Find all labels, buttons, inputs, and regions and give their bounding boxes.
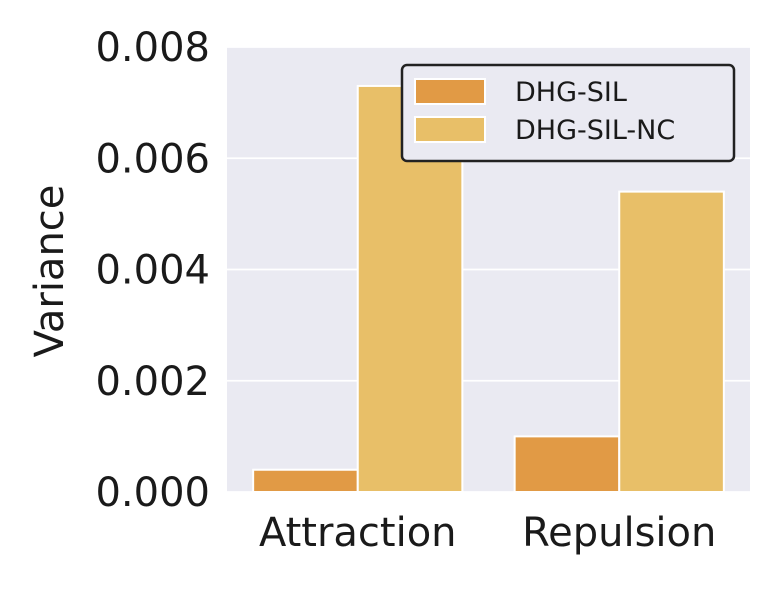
bar-dhg-sil-attraction xyxy=(252,468,359,493)
x-tick-label-repulsion: Repulsion xyxy=(522,510,716,556)
x-axis: Attraction Repulsion xyxy=(259,510,716,556)
y-tick-label-0: 0.000 xyxy=(95,470,210,516)
bar-dhg-sil-repulsion xyxy=(513,435,621,493)
y-axis: 0.000 0.002 0.004 0.006 0.008 xyxy=(95,25,210,516)
y-tick-label-1: 0.002 xyxy=(95,359,210,405)
legend-label-dhg-sil-nc: DHG-SIL-NC xyxy=(515,115,675,146)
legend: DHG-SIL DHG-SIL-NC xyxy=(400,63,736,163)
y-tick-label-4: 0.008 xyxy=(95,25,210,71)
bar-dhg-sil-nc-repulsion xyxy=(618,190,725,493)
legend-label-dhg-sil: DHG-SIL xyxy=(515,77,627,108)
bars xyxy=(252,84,725,493)
legend-swatch-dhg-sil xyxy=(414,78,486,105)
x-tick-label-attraction: Attraction xyxy=(259,510,457,556)
y-axis-label: Variance xyxy=(27,185,73,358)
y-tick-label-2: 0.004 xyxy=(95,248,210,294)
y-tick-label-3: 0.006 xyxy=(95,136,210,182)
legend-swatch-dhg-sil-nc xyxy=(414,116,486,143)
